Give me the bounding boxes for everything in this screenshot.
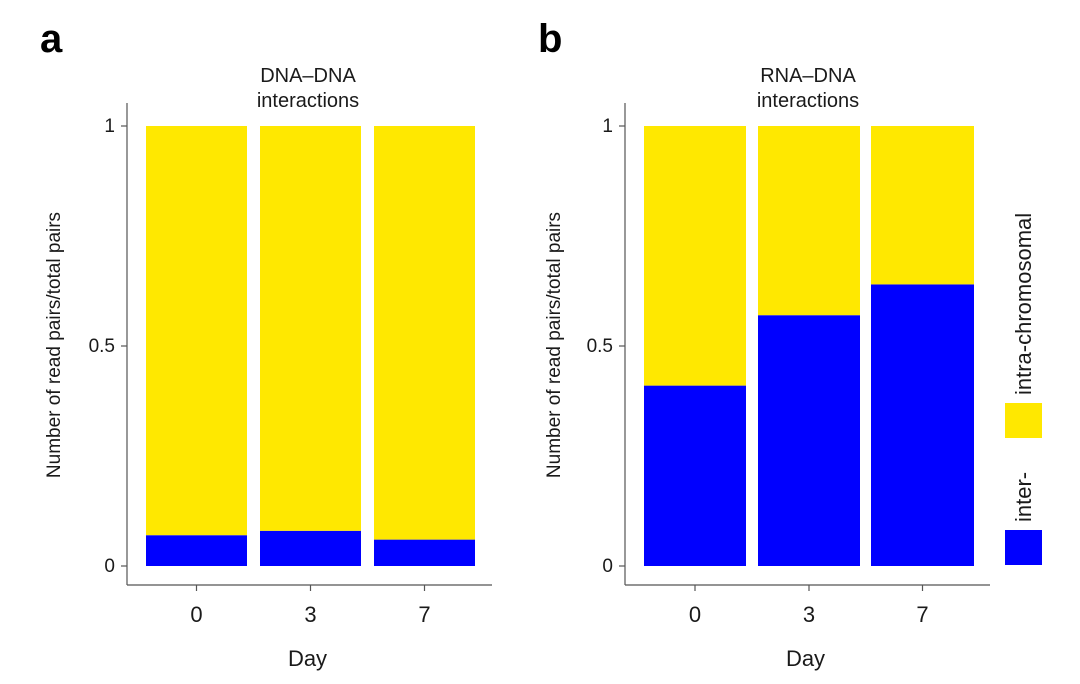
x-axis-label: Day [288,646,327,671]
legend-label-inter: inter- [1011,472,1036,522]
bar-intra-day-3 [260,126,361,531]
y-tick-label: 0 [602,556,613,577]
x-tick-label: 3 [304,602,316,627]
x-tick-label: 0 [190,602,202,627]
chart-title-line-1: DNA–DNA [260,65,356,87]
bar-inter-day-0 [644,385,746,566]
y-tick-label: 0.5 [89,336,115,357]
x-tick-label: 0 [689,602,701,627]
legend-swatch-inter [1005,530,1042,565]
chart-panel-b: RNA–DNA interactions 0 0.5 1 0 3 7 Day Number of … [544,65,990,671]
y-tick-label: 1 [104,116,115,137]
y-axis-label: Number of read pairs/total pairs [44,212,65,478]
x-tick-label: 3 [803,602,815,627]
legend: intra-chromosomal inter- [1005,213,1042,565]
panel-letter-b: b [538,17,562,61]
panel-letter-a: a [40,17,63,61]
y-tick-label: 1 [602,116,613,137]
y-axis-label: Number of read pairs/total pairs [544,212,565,478]
y-tick-label: 0 [104,556,115,577]
bar-intra-day-7 [374,126,475,540]
chart-panel-a: DNA–DNA interactions 0 0.5 1 0 3 7 Day Number of … [44,65,492,671]
chart-title-line-2: interactions [757,90,859,112]
bar-intra-day-0 [146,126,247,536]
bar-inter-day-0 [146,535,247,566]
x-tick-label: 7 [418,602,430,627]
legend-swatch-intra [1005,403,1042,438]
y-tick-label: 0.5 [587,336,613,357]
chart-title-line-2: interactions [257,90,359,112]
bar-inter-day-7 [871,284,974,566]
bar-inter-day-3 [758,315,860,566]
bar-inter-day-7 [374,539,475,566]
bar-inter-day-3 [260,530,361,566]
bar-intra-day-0 [644,126,746,386]
x-axis-label: Day [786,646,825,671]
chart-title-line-1: RNA–DNA [760,65,856,87]
legend-label-intra: intra-chromosomal [1011,213,1036,395]
bar-intra-day-7 [871,126,974,285]
bar-intra-day-3 [758,126,860,316]
x-tick-label: 7 [916,602,928,627]
